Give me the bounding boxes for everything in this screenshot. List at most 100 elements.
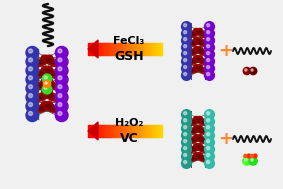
Circle shape xyxy=(58,67,62,71)
Circle shape xyxy=(182,22,191,32)
Circle shape xyxy=(58,49,62,53)
Ellipse shape xyxy=(42,55,59,67)
Circle shape xyxy=(182,138,191,147)
Circle shape xyxy=(184,59,187,62)
Text: H₂O₂: H₂O₂ xyxy=(115,118,143,128)
Circle shape xyxy=(26,82,38,95)
Circle shape xyxy=(29,94,33,98)
Text: GSH: GSH xyxy=(114,50,144,64)
Text: FeCl₃: FeCl₃ xyxy=(113,36,145,46)
Circle shape xyxy=(207,45,210,48)
Ellipse shape xyxy=(197,155,204,160)
Circle shape xyxy=(184,126,187,129)
Ellipse shape xyxy=(197,127,204,132)
Circle shape xyxy=(29,103,33,107)
Circle shape xyxy=(207,52,210,55)
Circle shape xyxy=(207,146,210,150)
Circle shape xyxy=(207,72,210,76)
Circle shape xyxy=(58,94,62,98)
Circle shape xyxy=(249,157,257,165)
Circle shape xyxy=(43,80,51,88)
Circle shape xyxy=(182,158,191,168)
Circle shape xyxy=(42,74,52,84)
Circle shape xyxy=(205,117,215,126)
Circle shape xyxy=(207,38,210,41)
Ellipse shape xyxy=(189,56,202,64)
Circle shape xyxy=(26,109,38,122)
Circle shape xyxy=(184,112,187,115)
Circle shape xyxy=(182,131,191,140)
Ellipse shape xyxy=(194,135,207,143)
Ellipse shape xyxy=(39,104,48,110)
Ellipse shape xyxy=(189,37,202,46)
Circle shape xyxy=(205,138,215,147)
Circle shape xyxy=(182,36,191,46)
Ellipse shape xyxy=(189,135,202,143)
Ellipse shape xyxy=(189,153,202,162)
Circle shape xyxy=(184,38,187,41)
Ellipse shape xyxy=(197,67,204,72)
Circle shape xyxy=(184,45,187,48)
Circle shape xyxy=(205,70,215,80)
Polygon shape xyxy=(88,40,98,58)
Ellipse shape xyxy=(197,58,204,63)
Circle shape xyxy=(205,57,215,66)
Circle shape xyxy=(184,146,187,150)
Circle shape xyxy=(26,73,38,86)
Circle shape xyxy=(253,154,257,158)
Ellipse shape xyxy=(189,144,202,153)
Circle shape xyxy=(207,139,210,143)
Circle shape xyxy=(182,43,191,52)
Circle shape xyxy=(207,132,210,136)
Circle shape xyxy=(245,159,247,161)
Circle shape xyxy=(58,112,62,115)
Ellipse shape xyxy=(192,30,199,35)
Ellipse shape xyxy=(194,144,207,153)
Circle shape xyxy=(182,70,191,80)
Ellipse shape xyxy=(194,37,207,46)
Ellipse shape xyxy=(197,30,204,35)
Circle shape xyxy=(55,100,68,113)
Circle shape xyxy=(184,153,187,157)
Ellipse shape xyxy=(192,127,199,132)
Ellipse shape xyxy=(189,125,202,134)
Circle shape xyxy=(182,152,191,161)
Circle shape xyxy=(55,82,68,95)
Circle shape xyxy=(250,67,257,75)
Circle shape xyxy=(182,64,191,73)
Circle shape xyxy=(55,91,68,104)
Circle shape xyxy=(55,73,68,86)
Circle shape xyxy=(45,82,47,84)
Circle shape xyxy=(207,31,210,34)
Ellipse shape xyxy=(46,58,55,64)
Ellipse shape xyxy=(197,40,204,44)
Polygon shape xyxy=(88,122,98,140)
Circle shape xyxy=(251,159,253,161)
Circle shape xyxy=(184,52,187,55)
Ellipse shape xyxy=(194,116,207,125)
Circle shape xyxy=(207,24,210,27)
Ellipse shape xyxy=(35,90,52,101)
Circle shape xyxy=(29,49,33,53)
Circle shape xyxy=(207,126,210,129)
Circle shape xyxy=(182,117,191,126)
Circle shape xyxy=(26,91,38,104)
Ellipse shape xyxy=(189,65,202,74)
Circle shape xyxy=(42,84,52,94)
Circle shape xyxy=(182,29,191,39)
Ellipse shape xyxy=(189,28,202,37)
Circle shape xyxy=(184,139,187,143)
Circle shape xyxy=(58,85,62,89)
Circle shape xyxy=(184,160,187,164)
Ellipse shape xyxy=(35,101,52,113)
Circle shape xyxy=(55,55,68,68)
Circle shape xyxy=(207,59,210,62)
Ellipse shape xyxy=(192,118,199,123)
Circle shape xyxy=(184,132,187,136)
Ellipse shape xyxy=(46,69,55,76)
Ellipse shape xyxy=(197,136,204,142)
Circle shape xyxy=(184,31,187,34)
Ellipse shape xyxy=(46,92,55,99)
Circle shape xyxy=(182,57,191,66)
Circle shape xyxy=(44,86,47,89)
